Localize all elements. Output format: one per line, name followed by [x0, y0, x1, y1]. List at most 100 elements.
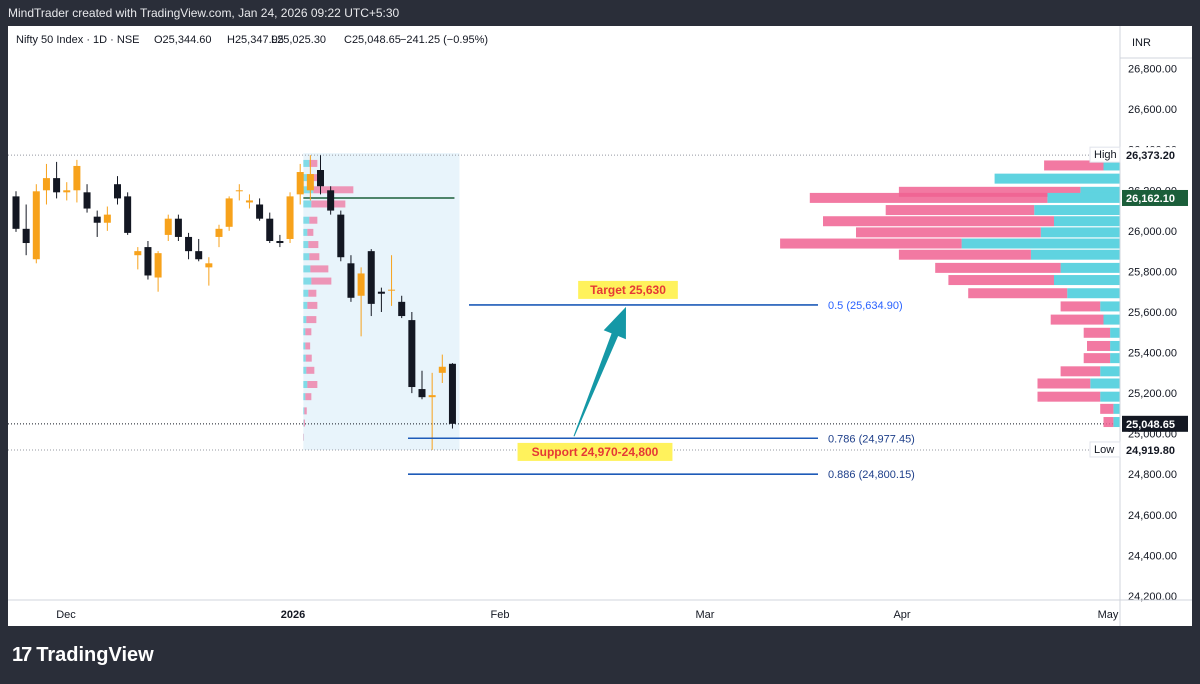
candle-body[interactable]	[276, 240, 284, 244]
vp-down-bar	[885, 205, 1035, 216]
candle-body[interactable]	[174, 218, 182, 237]
range-vp-down-bar	[310, 265, 329, 273]
target-arrow[interactable]	[573, 306, 627, 437]
vp-up-bar	[1040, 227, 1120, 238]
chart-frame[interactable]: 0.5 (25,634.90) 0.786 (24,977.45) 0.886 (2…	[8, 26, 1192, 626]
vp-up-bar	[1080, 186, 1120, 197]
candle-body[interactable]	[124, 196, 132, 233]
support-label-box[interactable]	[517, 442, 673, 461]
candle-body[interactable]	[398, 301, 406, 317]
x-tick-label: 2026	[281, 609, 305, 621]
y-tick-label: 24,800.00	[1128, 469, 1177, 481]
vp-up-bar	[1103, 160, 1120, 171]
range-vp-down-bar	[305, 328, 312, 336]
candle-body[interactable]	[296, 172, 304, 195]
vp-up-bar	[1110, 340, 1120, 351]
candle-body[interactable]	[235, 190, 243, 192]
legend-change: −241.25 (−0.95%)	[400, 34, 488, 46]
candle-body[interactable]	[114, 184, 121, 199]
candle-body[interactable]	[245, 200, 253, 203]
range-vp-down-bar	[305, 342, 311, 350]
candle-body[interactable]	[225, 198, 233, 227]
fib-label: 0.886 (24,800.15)	[828, 469, 915, 481]
chart-credit: MindTrader created with TradingView.com,…	[0, 0, 1200, 26]
fib-levels: 0.5 (25,634.90) 0.786 (24,977.45) 0.886 (2…	[408, 300, 915, 481]
candle-body[interactable]	[337, 214, 345, 258]
candle-body[interactable]	[12, 196, 20, 229]
candle-body[interactable]	[93, 216, 101, 223]
candle-body[interactable]	[103, 214, 111, 223]
fib-label: 0.786 (24,977.45)	[828, 433, 915, 445]
vp-down-bar	[1103, 417, 1114, 428]
currency-label: INR	[1132, 37, 1151, 49]
low-marker-side-box	[1089, 441, 1121, 458]
candle-body[interactable]	[357, 273, 365, 296]
range-vp-down-bar	[306, 366, 315, 374]
legend-open: O25,344.60	[154, 34, 212, 46]
y-tick-label: 24,400.00	[1128, 550, 1177, 562]
y-tick-label: 25,800.00	[1128, 266, 1177, 278]
range-vp-down-bar	[309, 159, 318, 167]
candle-body[interactable]	[134, 251, 142, 256]
x-tick-label: Apr	[893, 609, 910, 621]
low-marker-text: 24,919.80	[1126, 445, 1175, 457]
candle-body[interactable]	[306, 174, 314, 191]
candle-body[interactable]	[317, 170, 324, 187]
candle-body[interactable]	[428, 395, 436, 398]
vp-down-bar	[1037, 391, 1101, 402]
vp-up-bar	[1100, 301, 1120, 312]
candlestick-chart[interactable]: 0.5 (25,634.90) 0.786 (24,977.45) 0.886 (2…	[8, 26, 1192, 626]
y-tick-label: 26,600.00	[1128, 104, 1177, 116]
candle-body[interactable]	[185, 236, 193, 252]
candle-body[interactable]	[164, 218, 172, 235]
target-label-box[interactable]	[578, 280, 678, 299]
range-vp-up-bar	[303, 381, 308, 389]
candle-body[interactable]	[83, 192, 91, 209]
candle-body[interactable]	[408, 320, 416, 388]
candle-body[interactable]	[438, 366, 446, 373]
y-tick-label: 26,800.00	[1128, 64, 1177, 76]
candle-body[interactable]	[256, 204, 264, 219]
candle-body[interactable]	[327, 190, 335, 211]
candle-body[interactable]	[144, 247, 152, 276]
candle-body[interactable]	[266, 218, 274, 241]
candle-body[interactable]	[448, 363, 456, 424]
candle-body[interactable]	[53, 178, 61, 193]
vp-up-bar	[994, 173, 1120, 184]
fib-label: 0.5 (25,634.90)	[828, 300, 903, 312]
range-vp-down-bar	[309, 253, 320, 261]
candle-body[interactable]	[215, 228, 223, 237]
range-vp-down-bar	[307, 381, 318, 389]
vp-up-bar	[1110, 353, 1120, 364]
candles	[12, 155, 456, 450]
candle-body[interactable]	[22, 228, 30, 244]
candle-body[interactable]	[418, 389, 426, 398]
tradingview-logo[interactable]: 17 TradingView	[12, 644, 154, 667]
tradingview-logo-text: TradingView	[36, 644, 154, 666]
poc-price-text: 26,162.10	[1126, 193, 1175, 205]
range-vp-up-bar	[303, 265, 311, 273]
range-vp-up-bar	[303, 200, 312, 208]
candle-body[interactable]	[388, 289, 396, 291]
range-vp-up-bar	[303, 354, 306, 362]
candle-body[interactable]	[73, 165, 81, 191]
legend-low: L25,025.30	[271, 34, 326, 46]
candle-body[interactable]	[347, 263, 355, 298]
candle-body[interactable]	[195, 251, 203, 260]
x-tick-label: May	[1098, 609, 1119, 621]
vp-down-bar	[898, 249, 1031, 260]
candle-body[interactable]	[286, 196, 294, 239]
candle-body[interactable]	[63, 190, 71, 193]
candle-body[interactable]	[154, 253, 162, 278]
candle-body[interactable]	[367, 251, 375, 304]
vp-down-bar	[1050, 314, 1104, 325]
candle-body[interactable]	[32, 191, 40, 260]
range-vp-up-bar	[303, 407, 305, 415]
candle-body[interactable]	[205, 263, 213, 268]
vp-up-bar	[1067, 288, 1120, 299]
price-axis: INR26,800.0026,600.0026,400.0026,200.002…	[1089, 26, 1192, 626]
range-vp-up-bar	[303, 277, 312, 285]
candle-body[interactable]	[377, 291, 385, 294]
vp-up-bar	[961, 238, 1120, 249]
candle-body[interactable]	[42, 178, 50, 191]
